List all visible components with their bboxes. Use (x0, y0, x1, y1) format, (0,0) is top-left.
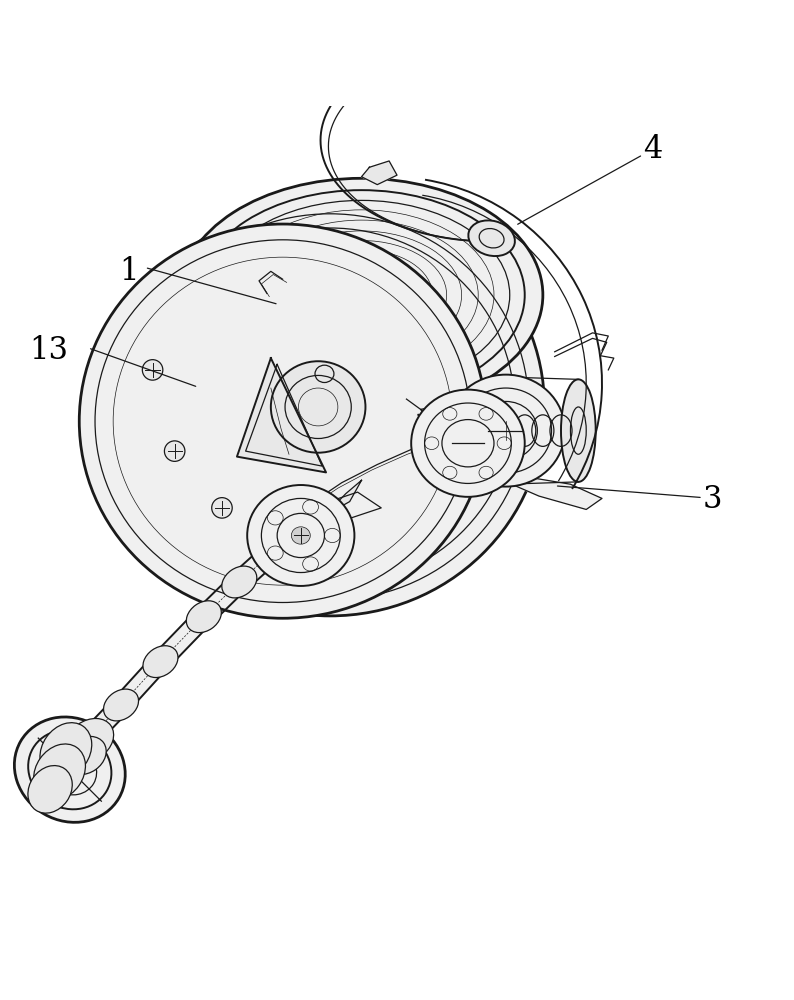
Polygon shape (361, 161, 397, 185)
Polygon shape (325, 480, 361, 516)
Ellipse shape (14, 717, 125, 822)
Ellipse shape (212, 498, 232, 518)
Text: 13: 13 (29, 335, 68, 366)
Polygon shape (421, 405, 490, 437)
Ellipse shape (143, 646, 178, 678)
Ellipse shape (103, 689, 138, 721)
Ellipse shape (447, 375, 565, 487)
Ellipse shape (28, 766, 72, 813)
Ellipse shape (411, 390, 525, 497)
Ellipse shape (291, 527, 310, 544)
Ellipse shape (247, 485, 354, 586)
Ellipse shape (164, 441, 185, 461)
Ellipse shape (79, 224, 486, 618)
Polygon shape (515, 476, 602, 509)
Ellipse shape (33, 744, 86, 800)
Ellipse shape (115, 198, 545, 616)
Polygon shape (413, 451, 443, 488)
Ellipse shape (65, 736, 106, 774)
Ellipse shape (222, 566, 256, 598)
Text: 3: 3 (703, 485, 722, 516)
Ellipse shape (68, 726, 103, 758)
Text: 1: 1 (119, 256, 139, 287)
Ellipse shape (187, 601, 222, 633)
Ellipse shape (468, 220, 515, 256)
Polygon shape (60, 539, 271, 784)
Ellipse shape (271, 361, 365, 453)
Ellipse shape (180, 178, 543, 412)
Ellipse shape (62, 762, 78, 777)
Ellipse shape (561, 379, 596, 482)
Polygon shape (306, 492, 381, 524)
Ellipse shape (65, 718, 114, 762)
Text: 4: 4 (644, 134, 663, 165)
Polygon shape (237, 358, 326, 472)
Ellipse shape (40, 723, 92, 779)
Ellipse shape (142, 360, 163, 380)
